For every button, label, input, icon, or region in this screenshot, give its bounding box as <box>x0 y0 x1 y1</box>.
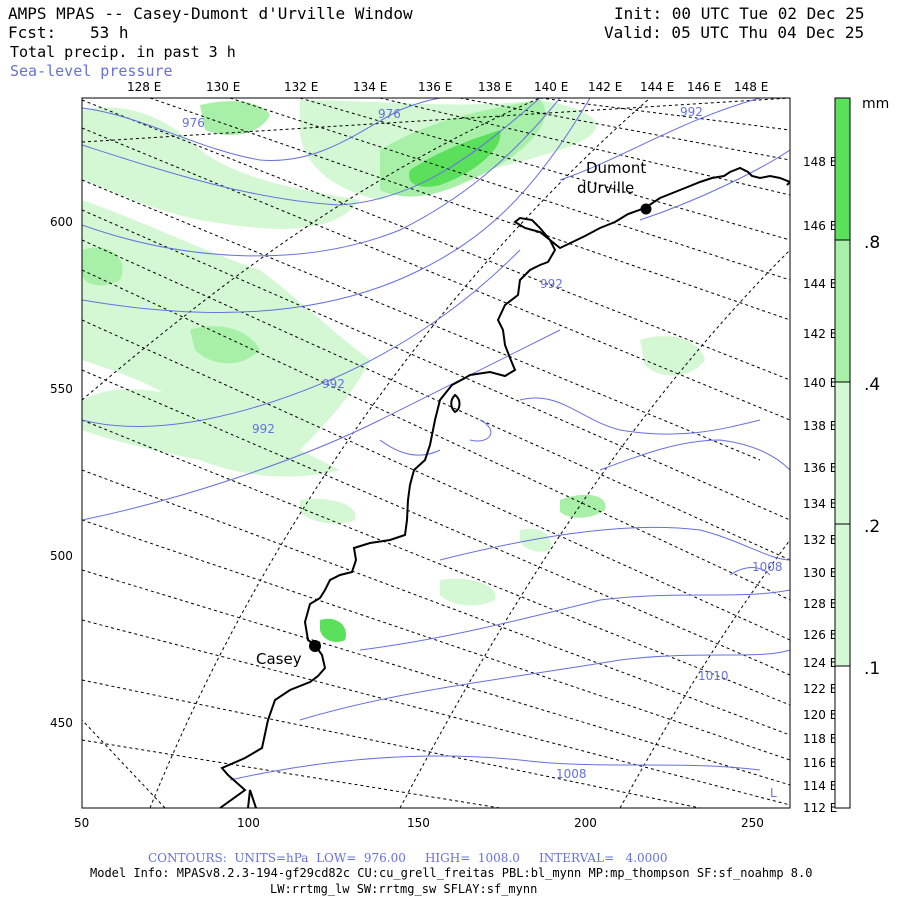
top-lon-label: 148 E <box>734 80 769 94</box>
model-info-line2: LW:rrtmg_lw SW:rrtmg_sw SFLAY:sf_mynn <box>270 882 538 896</box>
contour-label: 976 <box>378 107 401 121</box>
right-lon-label: 144 E <box>803 277 838 291</box>
right-lon-label: 148 E <box>803 155 838 169</box>
field-label-precip: Total precip. in past 3 h <box>10 43 236 61</box>
y-axis-label: 550 <box>50 382 73 396</box>
right-lon-label: 142 E <box>803 327 838 341</box>
dumont-durville-marker <box>640 203 652 215</box>
colorbar-label: .2 <box>864 517 880 537</box>
forecast-label: Fcst: <box>8 23 57 42</box>
top-lon-label: 132 E <box>284 80 319 94</box>
y-axis-label: 500 <box>50 549 73 563</box>
contour-label: 992 <box>252 422 275 436</box>
casey-marker <box>309 640 321 652</box>
right-lon-label: 134 E <box>803 497 838 511</box>
top-lon-label: 130 E <box>206 80 241 94</box>
top-lon-label: 146 E <box>687 80 722 94</box>
casey-label: Casey <box>256 650 302 668</box>
top-lon-label: 138 E <box>478 80 513 94</box>
dumont-label-line1: Dumont <box>586 159 646 177</box>
contour-label: 992 <box>680 105 703 119</box>
init-time: Init: 00 UTC Tue 02 Dec 25 <box>614 4 865 23</box>
precip-fill <box>82 100 705 642</box>
right-lon-label: 136 E <box>803 461 838 475</box>
forecast-hour: 53 h <box>90 23 129 42</box>
top-lon-label: 136 E <box>418 80 453 94</box>
contour-label: 992 <box>540 277 563 291</box>
field-label-slp: Sea-level pressure <box>10 62 173 80</box>
right-lon-label: 132 E <box>803 533 838 547</box>
top-lon-label: 128 E <box>127 80 162 94</box>
y-axis-label: 600 <box>50 215 73 229</box>
right-lon-label: 114 E <box>803 779 838 793</box>
top-lon-label: 142 E <box>588 80 623 94</box>
contour-label: 1008 <box>752 560 783 574</box>
right-lon-label: 120 E <box>803 708 838 722</box>
x-axis-label: 50 <box>74 816 90 830</box>
right-lon-label: 122 E <box>803 682 838 696</box>
right-lon-label: 140 E <box>803 376 838 390</box>
y-axis-label: 450 <box>50 716 73 730</box>
contour-label: 1008 <box>556 767 587 781</box>
map-title: AMPS MPAS -- Casey-Dumont d'Urville Wind… <box>8 4 413 23</box>
colorbar-label: .1 <box>864 659 880 679</box>
contour-label: 992 <box>322 377 345 391</box>
right-lon-label: 128 E <box>803 597 838 611</box>
right-lon-label: 126 E <box>803 628 838 642</box>
model-info: Model Info: MPASv8.2.3-194-gf29cd82c CU:… <box>90 866 813 880</box>
valid-time: Valid: 05 UTC Thu 04 Dec 25 <box>604 23 865 42</box>
right-lon-label: 146 E <box>803 219 838 233</box>
right-lon-label: 118 E <box>803 732 838 746</box>
low-pressure-marker: L <box>770 786 777 800</box>
top-lon-label: 134 E <box>353 80 388 94</box>
contour-label: 1010 <box>698 669 729 683</box>
right-lon-label: 112 E <box>803 801 838 815</box>
colorbar <box>834 97 851 809</box>
right-lon-label: 116 E <box>803 756 838 770</box>
colorbar-label: .8 <box>864 233 880 253</box>
right-lon-label: 124 E <box>803 656 838 670</box>
colorbar-label: .4 <box>864 375 880 395</box>
x-axis-label: 250 <box>741 816 764 830</box>
contour-info: CONTOURS: UNITS=hPa LOW= 976.00 HIGH= 10… <box>148 851 668 865</box>
x-axis-label: 200 <box>574 816 597 830</box>
right-lon-label: 130 E <box>803 566 838 580</box>
dumont-label-line2: dUrville <box>577 179 634 197</box>
x-axis-label: 100 <box>237 816 260 830</box>
colorbar-unit: mm <box>862 96 889 112</box>
x-axis-label: 150 <box>407 816 430 830</box>
top-lon-label: 140 E <box>534 80 569 94</box>
right-lon-label: 138 E <box>803 419 838 433</box>
slp-contours <box>82 98 790 781</box>
top-lon-label: 144 E <box>640 80 675 94</box>
plot-frame <box>81 97 791 809</box>
contour-label: 976 <box>182 116 205 130</box>
